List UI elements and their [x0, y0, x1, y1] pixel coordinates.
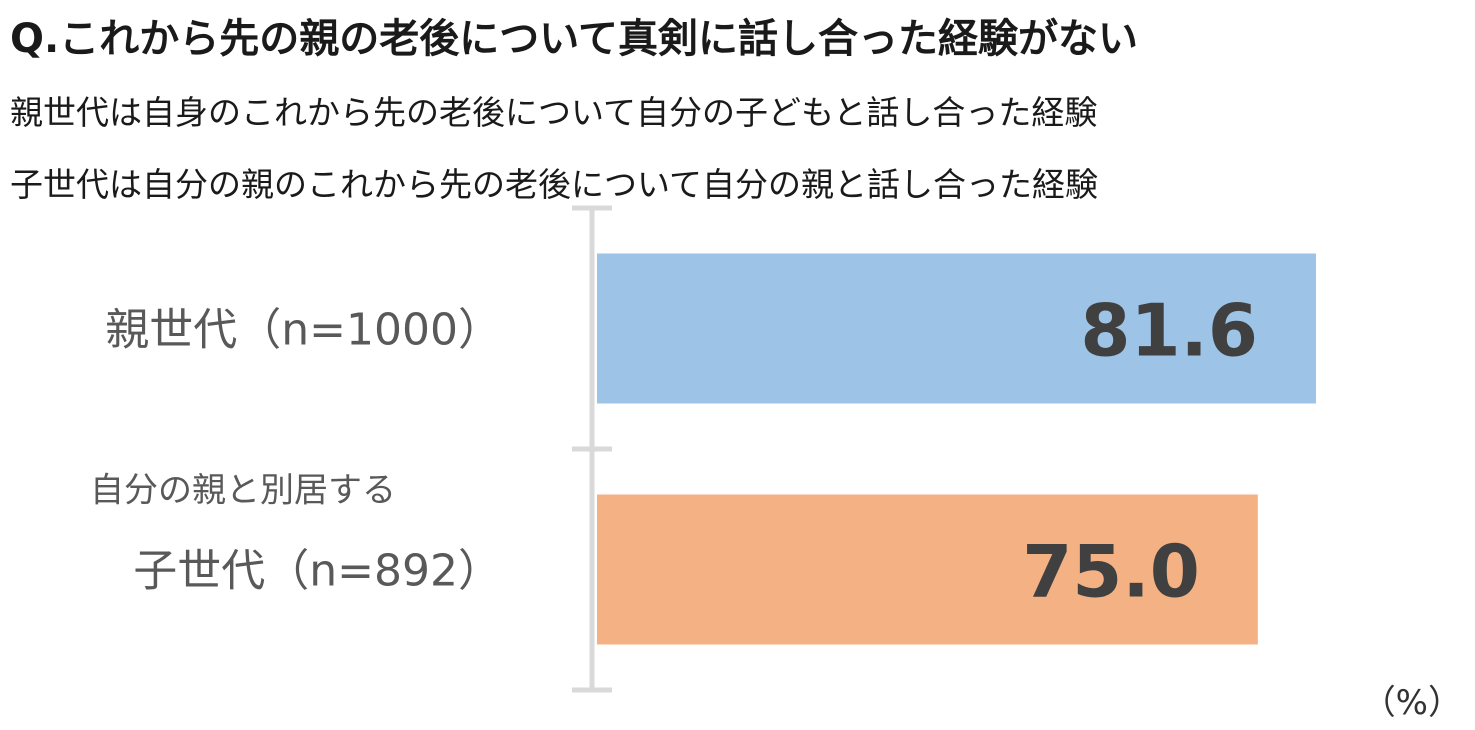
bars: 81.6 75.0 [597, 253, 1316, 645]
bar-1 [597, 494, 1258, 645]
question-title: Q.これから先の親の老後について真剣に話し合った経験がない [10, 16, 1138, 62]
value-label-1: 75.0 [1022, 530, 1200, 614]
note-child-generation: 子世代は自分の親のこれから先の老後について自分の親と話し合った経験 [10, 165, 1099, 204]
value-label-0: 81.6 [1080, 289, 1258, 373]
bar-0 [597, 253, 1316, 404]
category-label-1: 子世代（n=892） [133, 546, 502, 597]
category-axis [572, 205, 612, 693]
unit-label: （%） [1362, 683, 1462, 723]
note-parent-generation: 親世代は自身のこれから先の老後について自分の子どもと話し合った経験 [10, 93, 1098, 132]
category-label-0: 親世代（n=1000） [105, 305, 502, 356]
category-sublabel-1: 自分の親と別居する [90, 471, 396, 511]
